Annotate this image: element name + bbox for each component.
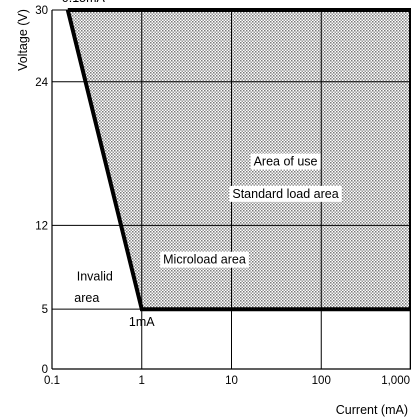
- y-tick-label-4: 30: [35, 5, 48, 17]
- y-tick-label-3: 24: [35, 77, 48, 89]
- y-tick-label-1: 5: [42, 304, 48, 316]
- y-axis-label: Voltage (V): [16, 9, 30, 71]
- annotation-1ma: 1mA: [129, 315, 155, 329]
- x-axis-label: Current (mA): [336, 403, 408, 417]
- annotation-0-15ma: 0.15mA: [62, 0, 106, 5]
- annotation-area-of-use-bg: [250, 153, 321, 170]
- area-boundary-line: [65, 8, 411, 312]
- x-tick-label-0: 0.1: [44, 375, 60, 387]
- y-tick-label-2: 12: [35, 220, 48, 232]
- annotation-standard-load-area: Standard load area: [232, 187, 338, 201]
- annotation-area-of-use: Area of use: [254, 155, 318, 169]
- annotation-standard-load-area-bg: [229, 185, 342, 202]
- annotation-microload-area: Microload area: [163, 253, 246, 267]
- x-tick-label-2: 10: [225, 375, 238, 387]
- x-tick-label-4: 1,000: [381, 375, 410, 387]
- annotation-invalid: Invalid: [77, 269, 113, 283]
- annotation-microload-area-bg: [160, 251, 249, 268]
- area-of-use-region: [67, 10, 411, 310]
- y-tick-label-0: 0: [42, 364, 48, 376]
- annotation-area: area: [74, 291, 99, 305]
- x-tick-label-1: 1: [139, 375, 145, 387]
- x-tick-label-3: 100: [312, 375, 331, 387]
